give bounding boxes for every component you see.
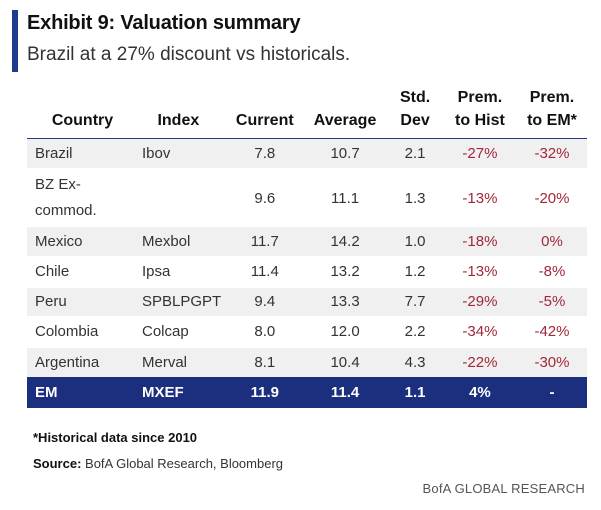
cell-country: Peru xyxy=(27,286,132,318)
cell-country: EM xyxy=(27,376,132,408)
cell-country: Argentina xyxy=(27,346,132,377)
col-header-std-line2: Dev xyxy=(400,112,430,129)
cell-prem-em: 0% xyxy=(516,226,587,258)
col-header-index: Index xyxy=(132,86,227,139)
cell-average: 13.3 xyxy=(302,286,388,318)
table-row: Argentina Merval 8.1 10.4 4.3 -22% -30% xyxy=(27,346,587,377)
cell-prem-em: - xyxy=(516,376,587,408)
cell-current: 11.7 xyxy=(226,226,303,258)
col-header-prem-em-line1: Prem. xyxy=(529,89,575,106)
cell-std-dev: 1.1 xyxy=(387,376,443,408)
cell-prem-hist: -29% xyxy=(442,286,517,318)
col-header-country: Country xyxy=(27,86,132,139)
cell-average: 10.7 xyxy=(302,138,388,170)
cell-index: Colcap xyxy=(132,316,227,348)
cell-current: 11.4 xyxy=(226,256,303,288)
cell-average: 11.1 xyxy=(331,189,360,207)
col-header-prem-hist-line1: Prem. xyxy=(457,89,503,106)
col-header-current: Current xyxy=(226,86,303,139)
table-row: Peru SPBLPGPT 9.4 13.3 7.7 -29% -5% xyxy=(27,286,587,318)
cell-index: Mexbol xyxy=(132,226,227,258)
col-header-average: Average xyxy=(302,86,388,139)
cell-prem-hist: 4% xyxy=(442,376,517,408)
cell-prem-hist: -22% xyxy=(442,346,517,377)
cell-current: 7.8 xyxy=(226,138,303,170)
exhibit-subtitle: Brazil at a 27% discount vs historicals. xyxy=(27,44,351,65)
table-row-em-total: EM MXEF 11.9 11.4 1.1 4% - xyxy=(27,376,587,408)
cell-current: 8.0 xyxy=(226,316,303,348)
cell-std-dev: 2.2 xyxy=(387,316,443,348)
table-header-row: Country Index Current Average Std. Dev Pr… xyxy=(27,86,587,139)
cell-country: Colombia xyxy=(27,316,132,348)
cell-std-dev: 7.7 xyxy=(387,286,443,318)
table-row: Mexico Mexbol 11.7 14.2 1.0 -18% 0% xyxy=(27,226,587,258)
brand-footer: BofA GLOBAL RESEARCH xyxy=(422,481,585,496)
table-row: Brazil Ibov 7.8 10.7 2.1 -27% -32% xyxy=(27,138,587,170)
cell-index: MXEF xyxy=(132,376,227,408)
cell-std-dev: 1.2 xyxy=(387,256,443,288)
cell-std-dev: 1.3 xyxy=(404,189,426,207)
exhibit-title: Exhibit 9: Valuation summary xyxy=(27,12,301,34)
table-row: BZ Ex-commod. 9.6 11.1 1.3 -13% -20% xyxy=(27,169,587,227)
source-text: BofA Global Research, Bloomberg xyxy=(81,456,284,471)
cell-current: 8.1 xyxy=(226,346,303,377)
table-row: Chile Ipsa 11.4 13.2 1.2 -13% -8% xyxy=(27,256,587,288)
cell-prem-em: -20% xyxy=(534,189,570,207)
source-line: Source: BofA Global Research, Bloomberg xyxy=(33,456,283,471)
cell-country: BZ Ex-commod. xyxy=(35,176,97,219)
cell-prem-hist: -18% xyxy=(442,226,517,258)
cell-prem-em: -8% xyxy=(516,256,587,288)
cell-average: 12.0 xyxy=(302,316,388,348)
cell-std-dev: 1.0 xyxy=(387,226,443,258)
cell-prem-em: -5% xyxy=(516,286,587,318)
col-header-prem-hist: Prem. to Hist xyxy=(442,86,517,139)
cell-index: Ipsa xyxy=(132,256,227,288)
cell-std-dev: 4.3 xyxy=(387,346,443,377)
cell-average: 10.4 xyxy=(302,346,388,377)
cell-average: 13.2 xyxy=(302,256,388,288)
col-header-prem-hist-line2: to Hist xyxy=(455,112,505,129)
cell-prem-em: -30% xyxy=(516,346,587,377)
col-header-std-dev: Std. Dev xyxy=(387,86,443,139)
source-label: Source: xyxy=(33,456,82,471)
cell-country: Brazil xyxy=(27,138,132,170)
cell-prem-hist: -13% xyxy=(462,189,498,207)
cell-current: 11.9 xyxy=(226,376,303,408)
cell-prem-hist: -34% xyxy=(442,316,517,348)
cell-average: 14.2 xyxy=(302,226,388,258)
cell-country: Chile xyxy=(27,256,132,288)
col-header-std-line1: Std. xyxy=(399,89,431,106)
cell-index: SPBLPGPT xyxy=(132,286,227,318)
cell-current: 9.4 xyxy=(226,286,303,318)
cell-current: 9.6 xyxy=(254,189,276,207)
cell-index: Ibov xyxy=(132,138,227,170)
cell-average: 11.4 xyxy=(302,376,388,408)
cell-prem-em: -42% xyxy=(516,316,587,348)
cell-prem-hist: -27% xyxy=(442,138,517,170)
footnote: *Historical data since 2010 xyxy=(33,430,198,445)
col-header-prem-em-line2: to EM* xyxy=(527,112,577,129)
col-header-prem-em: Prem. to EM* xyxy=(516,86,587,139)
cell-index: Merval xyxy=(132,346,227,377)
cell-prem-em: -32% xyxy=(516,138,587,170)
cell-country: Mexico xyxy=(27,226,132,258)
valuation-table: Country Index Current Average Std. Dev Pr… xyxy=(27,86,587,408)
title-accent-bar xyxy=(12,10,18,72)
cell-prem-hist: -13% xyxy=(442,256,517,288)
table-row: Colombia Colcap 8.0 12.0 2.2 -34% -42% xyxy=(27,316,587,348)
cell-std-dev: 2.1 xyxy=(387,138,443,170)
cell-index xyxy=(132,169,227,227)
